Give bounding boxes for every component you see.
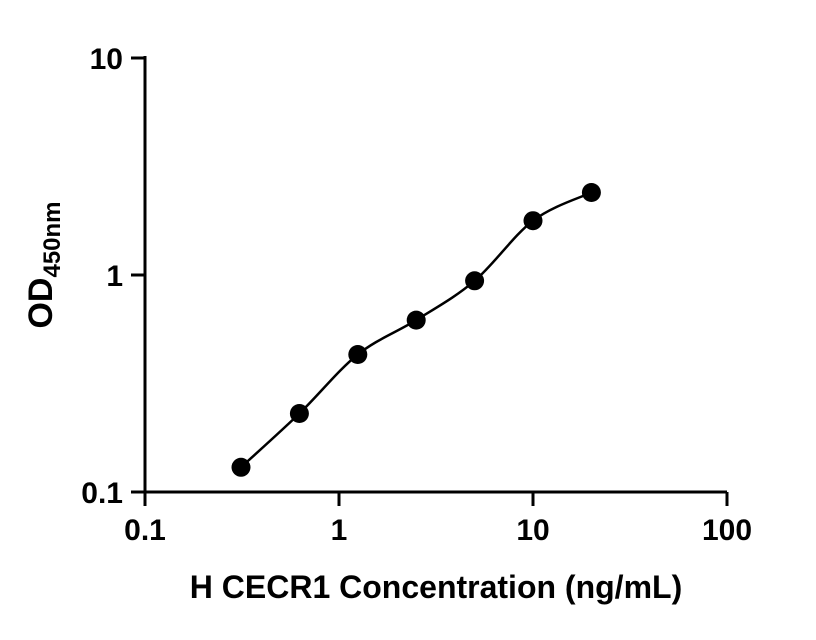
x-tick-label: 1: [331, 514, 348, 547]
x-axis: 0.1 1 10 100: [124, 492, 752, 547]
y-axis-title-subscript: 450nm: [39, 201, 66, 277]
data-point: [289, 404, 309, 423]
y-tick-label: 0.1: [81, 477, 123, 510]
data-point: [348, 345, 368, 364]
data-point: [231, 457, 251, 477]
x-axis-title: H CECR1 Concentration (ng/mL): [190, 569, 682, 605]
x-tick-label: 10: [516, 514, 549, 547]
data-point: [465, 271, 485, 291]
y-tick-label: 10: [90, 43, 123, 76]
data-point: [523, 211, 543, 231]
axes: [143, 56, 727, 494]
x-tick-label: 100: [702, 514, 752, 547]
y-axis: 0.1 1 10: [81, 43, 145, 510]
x-tick-label: 0.1: [124, 514, 166, 547]
y-tick-label: 1: [106, 260, 123, 293]
data-point: [581, 183, 601, 202]
y-axis-title-main: OD: [22, 278, 60, 329]
data-series: [231, 183, 601, 477]
data-point: [406, 310, 426, 330]
y-axis-title: OD450nm: [22, 201, 66, 328]
fit-curve: [240, 191, 592, 469]
